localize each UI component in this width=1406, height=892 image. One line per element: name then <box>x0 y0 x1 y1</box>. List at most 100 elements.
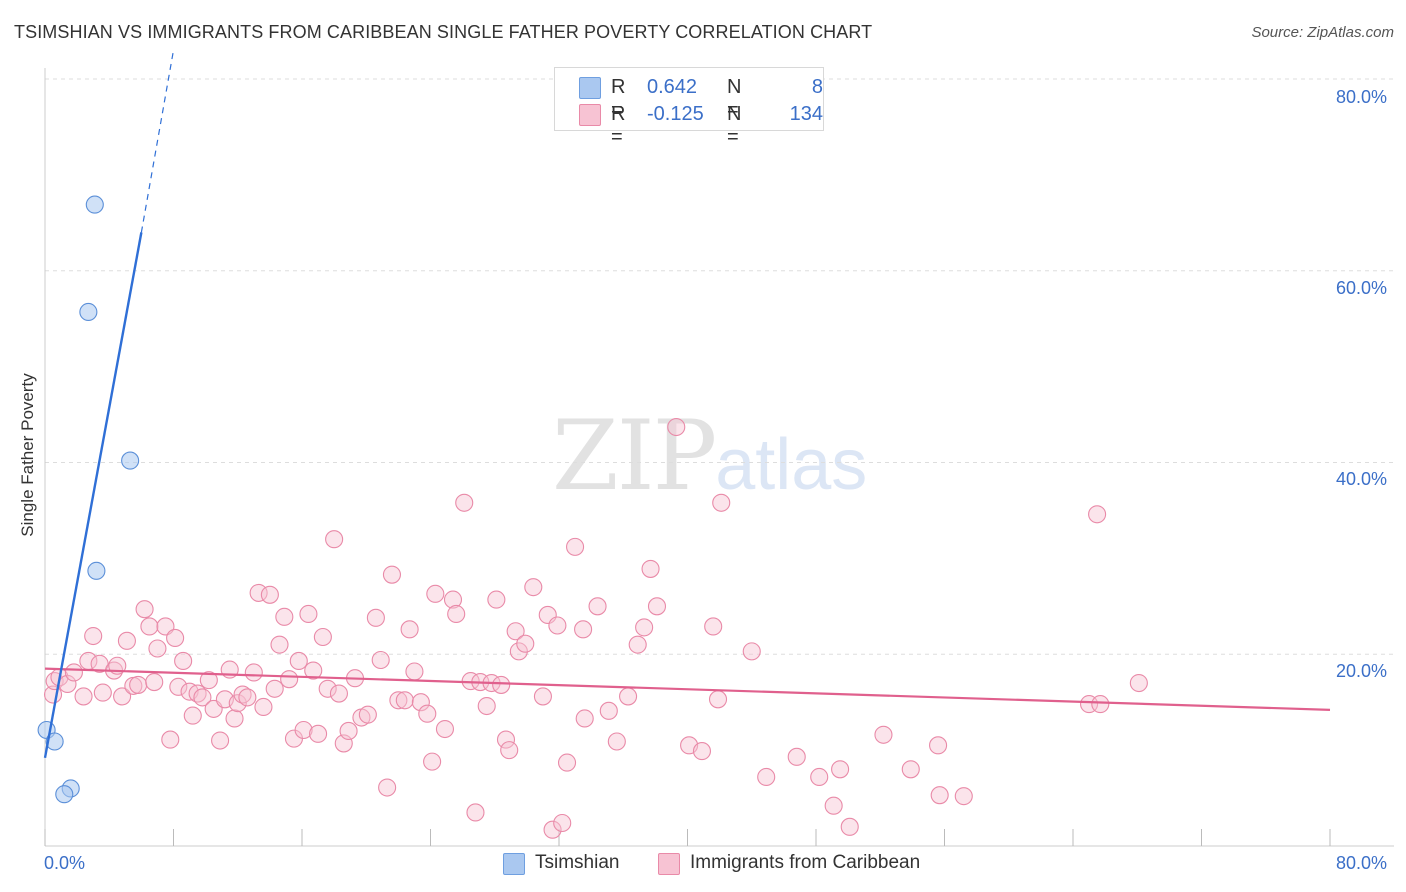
caribbean-point <box>824 796 843 815</box>
caribbean-point <box>113 687 132 706</box>
caribbean-point <box>304 661 323 680</box>
tsimshian-point <box>55 785 74 804</box>
caribbean-point <box>757 767 776 787</box>
watermark-atlas: atlas <box>715 425 868 505</box>
caribbean-point <box>294 720 313 740</box>
legend-r-value: 0.642 <box>647 76 698 98</box>
caribbean-point <box>289 651 308 671</box>
caribbean-point <box>382 565 402 584</box>
caribbean-point <box>509 642 528 661</box>
legend-label-tsimshian: Tsimshian <box>535 852 620 873</box>
caribbean-point <box>455 493 474 512</box>
caribbean-point <box>548 616 567 635</box>
caribbean-point <box>366 608 385 627</box>
y-tick-40: 40.0% <box>1336 469 1388 489</box>
caribbean-point <box>1091 695 1110 714</box>
correlation-legend: R = 0.642 N = 8 R = -0.125 N = 134 <box>554 67 824 148</box>
caribbean-point <box>238 688 257 707</box>
caribbean-point <box>524 578 543 597</box>
caribbean-point <box>930 786 949 805</box>
caribbean-point <box>929 736 948 755</box>
caribbean-point <box>135 600 154 619</box>
caribbean-point <box>74 687 93 706</box>
caribbean-point <box>318 679 337 698</box>
caribbean-point <box>249 583 268 602</box>
caribbean-trend-line <box>44 667 1331 711</box>
legend-swatch-pink <box>579 104 601 126</box>
caribbean-point <box>225 709 244 728</box>
chart-title: TSIMSHIAN VS IMMIGRANTS FROM CARIBBEAN S… <box>14 22 873 42</box>
legend-swatch-pink <box>658 853 680 875</box>
caribbean-point <box>358 705 377 724</box>
legend-n-value: 134 <box>789 103 823 125</box>
caribbean-point <box>265 679 284 698</box>
caribbean-point <box>543 820 562 839</box>
caribbean-point <box>313 627 332 647</box>
legend-r-label: R = <box>611 76 626 121</box>
caribbean-point <box>339 721 358 741</box>
caribbean-point <box>708 690 728 709</box>
tsimshian-point <box>87 561 106 580</box>
tsimshian-trend-line <box>43 232 143 759</box>
caribbean-point <box>831 760 850 779</box>
caribbean-point <box>117 631 136 650</box>
watermark-zip: ZIP <box>552 400 717 512</box>
legend-n-label: N = <box>727 103 742 148</box>
caribbean-point <box>1129 673 1148 693</box>
caribbean-point <box>426 584 445 603</box>
legend-swatch-blue <box>503 853 525 875</box>
caribbean-point <box>487 590 506 609</box>
legend-label-caribbean: Immigrants from Caribbean <box>690 852 921 873</box>
caribbean-point <box>667 417 686 437</box>
caribbean-point <box>742 642 761 661</box>
caribbean-point <box>299 604 318 624</box>
caribbean-point <box>599 701 618 720</box>
caribbean-point <box>557 753 577 772</box>
grid-lines <box>45 78 1394 655</box>
caribbean-point <box>635 618 654 637</box>
caribbean-point <box>270 635 289 654</box>
y-tick-60: 60.0% <box>1336 278 1388 298</box>
caribbean-point <box>607 732 626 751</box>
legend-n-value: 8 <box>811 76 823 98</box>
y-axis-label: Single Father Poverty <box>18 373 37 537</box>
caribbean-point <box>496 730 516 749</box>
caribbean-point <box>93 683 112 702</box>
caribbean-point <box>275 607 294 626</box>
legend-r-label: R = <box>611 103 626 148</box>
caribbean-point <box>140 617 159 636</box>
caribbean-point <box>619 687 638 706</box>
caribbean-point <box>389 691 408 710</box>
caribbean-point <box>228 694 247 713</box>
caribbean-point <box>447 604 466 624</box>
caribbean-point <box>84 626 103 646</box>
caribbean-point <box>588 597 607 616</box>
caribbean-point <box>574 620 593 639</box>
caribbean-point <box>254 697 273 717</box>
caribbean-point <box>477 696 496 716</box>
tsimshian-points <box>37 195 140 804</box>
legend-n-label: N = <box>727 76 742 121</box>
caribbean-point <box>533 687 552 706</box>
caribbean-point <box>280 670 299 689</box>
caribbean-point <box>161 730 180 749</box>
caribbean-point <box>443 590 463 609</box>
caribbean-point <box>566 537 585 556</box>
caribbean-point <box>954 787 973 806</box>
legend-r-value: -0.125 <box>647 103 704 125</box>
tsimshian-point <box>45 732 64 751</box>
caribbean-point <box>553 813 572 833</box>
caribbean-point <box>712 493 731 512</box>
legend-swatch-blue <box>579 77 601 99</box>
caribbean-point <box>309 724 328 743</box>
caribbean-point <box>260 585 279 604</box>
caribbean-point <box>405 662 424 681</box>
caribbean-point <box>628 635 647 654</box>
x-tick-max: 80.0% <box>1336 853 1388 873</box>
caribbean-point <box>787 747 806 766</box>
caribbean-point <box>874 725 893 744</box>
source-credit: Source: ZipAtlas.com <box>1251 24 1394 41</box>
watermark-logo: ZIPatlas <box>552 400 867 512</box>
tsimshian-point <box>79 302 98 322</box>
